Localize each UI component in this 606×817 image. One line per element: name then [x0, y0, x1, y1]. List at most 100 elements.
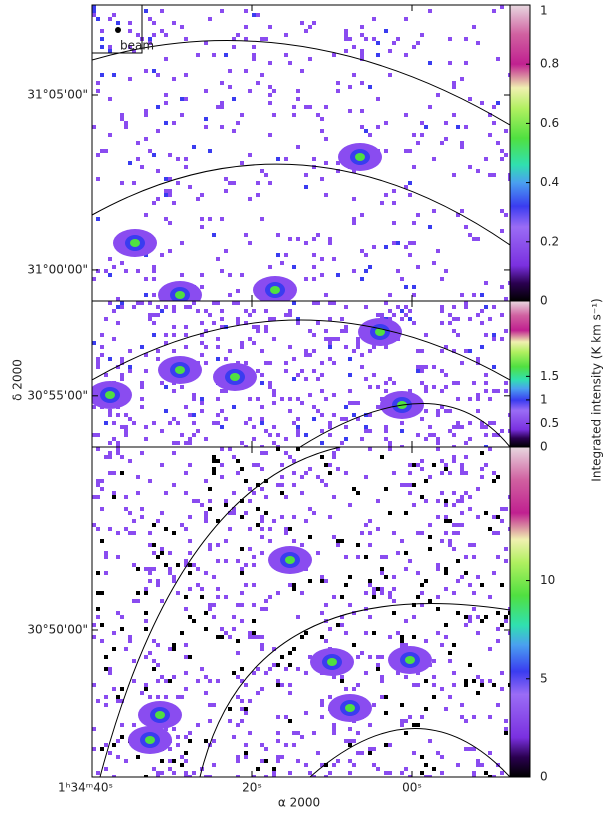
pixel	[364, 269, 368, 273]
pixel	[328, 515, 332, 519]
pixel	[304, 519, 308, 523]
pixel	[460, 703, 464, 707]
pixel	[172, 483, 176, 487]
pixel	[148, 479, 152, 483]
pixel	[128, 161, 132, 165]
pixel	[196, 583, 200, 587]
pixel	[508, 683, 510, 687]
pixel	[380, 695, 384, 699]
pixel	[288, 409, 292, 413]
pixel	[128, 639, 132, 643]
pixel	[456, 611, 460, 615]
pixel	[156, 555, 160, 559]
pixel	[152, 333, 156, 337]
pixel	[412, 221, 416, 225]
pixel	[224, 249, 228, 253]
pixel	[400, 719, 404, 723]
pixel	[120, 723, 124, 727]
pixel	[400, 723, 404, 727]
pixel	[112, 337, 116, 341]
pixel	[352, 763, 356, 767]
pixel	[440, 491, 444, 495]
pixel	[276, 157, 280, 161]
pixel	[372, 703, 376, 707]
pixel	[224, 189, 228, 193]
pixel	[244, 361, 248, 365]
pixel	[256, 13, 260, 17]
pixel	[144, 369, 148, 373]
pixel	[260, 217, 264, 221]
pixel	[164, 121, 168, 125]
pixel	[420, 591, 424, 595]
pixel	[328, 433, 332, 437]
pixel	[408, 775, 412, 777]
pixel	[344, 29, 348, 33]
pixel	[372, 591, 376, 595]
pixel	[204, 571, 208, 575]
pixel	[188, 563, 192, 567]
pixel	[428, 547, 432, 551]
pixel	[428, 425, 432, 429]
pixel	[120, 373, 124, 377]
pixel	[204, 515, 208, 519]
pixel	[296, 237, 300, 241]
pixel	[348, 771, 352, 775]
pixel	[452, 173, 456, 177]
pixel	[276, 755, 280, 759]
pixel	[392, 313, 396, 317]
pixel	[404, 53, 408, 57]
pixel	[152, 321, 156, 325]
pixel	[508, 177, 510, 181]
pixel	[228, 719, 232, 723]
pixel	[144, 277, 148, 281]
pixel	[172, 643, 176, 647]
pixel	[224, 503, 228, 507]
pixel	[344, 345, 348, 349]
pixel	[244, 9, 248, 13]
pixel	[404, 675, 408, 679]
pixel	[440, 771, 444, 775]
pixel	[368, 385, 372, 389]
pixel	[236, 651, 240, 655]
pixel	[268, 317, 272, 321]
pixel	[412, 293, 416, 297]
pixel	[496, 703, 500, 707]
pixel	[304, 353, 308, 357]
pixel	[268, 385, 272, 389]
pixel	[304, 471, 308, 475]
pixel	[464, 623, 468, 627]
pixel	[404, 567, 408, 571]
pixel	[276, 731, 280, 735]
pixel	[496, 389, 500, 393]
pixel	[420, 381, 424, 385]
pixel	[404, 185, 408, 189]
pixel	[228, 707, 232, 711]
pixel	[416, 365, 420, 369]
pixel	[288, 61, 292, 65]
pixel	[436, 409, 440, 413]
pixel	[492, 365, 496, 369]
pixel	[236, 471, 240, 475]
x-tick-label: 20ˢ	[242, 781, 262, 795]
pixel	[128, 511, 132, 515]
pixel	[352, 739, 356, 743]
pixel	[428, 535, 432, 539]
pixel	[504, 727, 508, 731]
pixel	[464, 125, 468, 129]
pixel	[312, 265, 316, 269]
pixel	[192, 771, 196, 775]
pixel	[164, 33, 168, 37]
colorbar	[509, 4, 531, 302]
pixel	[480, 475, 484, 479]
pixel	[344, 325, 348, 329]
pixel	[280, 515, 284, 519]
pixel	[260, 519, 264, 523]
pixel	[244, 309, 248, 313]
pixel	[380, 455, 384, 459]
pixel	[312, 405, 316, 409]
pixel	[464, 471, 468, 475]
pixel	[264, 451, 268, 455]
pixel	[464, 555, 468, 559]
pixel	[188, 463, 192, 467]
pixel	[336, 467, 340, 471]
